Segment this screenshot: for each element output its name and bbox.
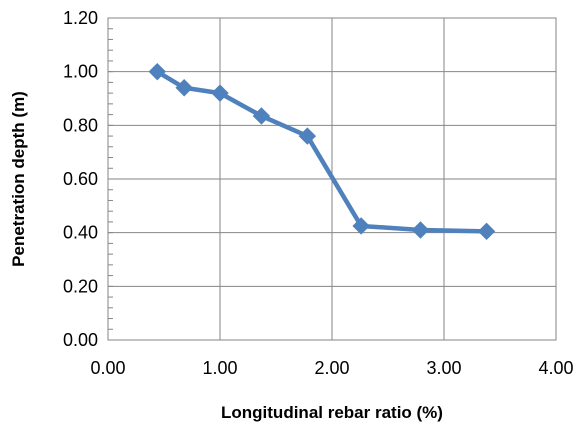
y-tick-label: 0.60 (63, 169, 98, 189)
data-point-marker (252, 107, 271, 125)
x-tick-label: 0.00 (90, 358, 125, 378)
x-tick-label: 2.00 (314, 358, 349, 378)
data-point-marker (148, 62, 166, 81)
data-point-marker (175, 79, 193, 97)
y-tick-label: 0.00 (63, 330, 98, 350)
data-point-marker (411, 221, 430, 239)
x-tick-label: 3.00 (426, 358, 461, 378)
x-tick-label: 1.00 (202, 358, 237, 378)
series-line (156, 69, 487, 234)
y-tick-label: 1.00 (63, 62, 98, 82)
data-point-marker (211, 84, 229, 102)
x-tick-label: 4.00 (538, 358, 573, 378)
series-layer (148, 62, 496, 241)
y-axis-minor-ticks (108, 17, 113, 341)
y-tick-label: 0.80 (63, 115, 98, 135)
x-axis-tick-labels: 0.00 1.00 2.00 3.00 4.00 (90, 358, 573, 378)
x-axis-title: Longitudinal rebar ratio (%) (221, 403, 443, 422)
data-point-marker (352, 217, 370, 235)
y-tick-label: 0.40 (63, 223, 98, 243)
y-tick-label: 1.20 (63, 8, 98, 28)
y-axis-tick-labels: 0.00 0.20 0.40 0.60 0.80 1.00 1.20 (63, 8, 98, 350)
data-point-marker (477, 222, 496, 241)
y-axis-title: Penetration depth (m) (9, 91, 28, 267)
data-point-marker (298, 127, 317, 145)
y-tick-label: 0.20 (63, 276, 98, 296)
